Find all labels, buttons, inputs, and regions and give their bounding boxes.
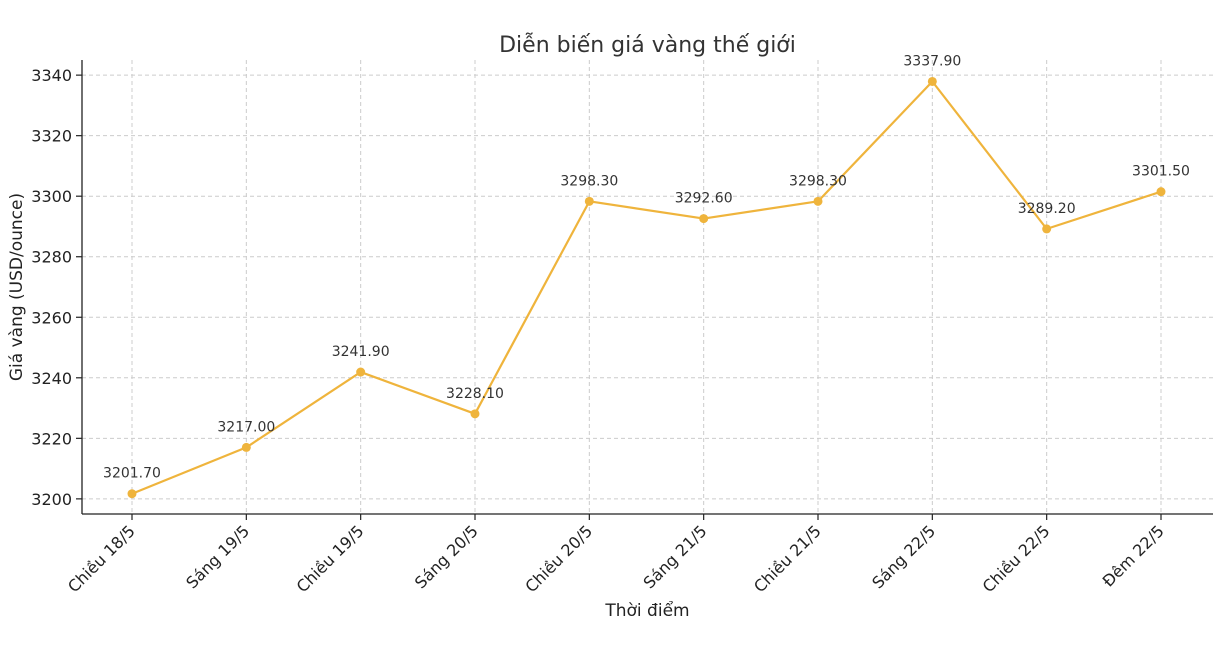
data-point bbox=[470, 409, 480, 419]
data-label: 3301.50 bbox=[1132, 164, 1190, 180]
series-line bbox=[131, 80, 1162, 495]
data-point bbox=[1042, 224, 1052, 234]
y-tick-label: 3300 bbox=[31, 187, 72, 206]
y-tick-label: 3200 bbox=[31, 490, 72, 509]
y-tick-label: 3240 bbox=[31, 369, 72, 388]
data-label: 3289.20 bbox=[1018, 201, 1076, 217]
data-label: 3228.10 bbox=[446, 386, 504, 402]
data-label: 3337.90 bbox=[903, 53, 961, 69]
x-tick-label: Chiều 22/5 bbox=[979, 521, 1054, 596]
x-tick-label: Sáng 21/5 bbox=[640, 521, 711, 592]
x-tick-label: Sáng 20/5 bbox=[411, 521, 482, 592]
data-point bbox=[1156, 187, 1166, 197]
series bbox=[127, 76, 1166, 499]
y-tick-label: 3280 bbox=[31, 248, 72, 267]
data-label: 3201.70 bbox=[103, 466, 161, 482]
data-point bbox=[356, 367, 366, 377]
data-labels: 3201.70 3217.00 3241.90 3228.10 3298.30 3292.… bbox=[103, 53, 1190, 481]
data-point bbox=[813, 196, 823, 206]
x-axis-title: Thời điểm bbox=[604, 600, 689, 621]
data-point bbox=[927, 76, 937, 86]
data-label: 3241.90 bbox=[332, 344, 390, 360]
y-tick-label: 3320 bbox=[31, 127, 72, 146]
x-tick-label: Sáng 19/5 bbox=[182, 521, 253, 592]
y-tick-label: 3260 bbox=[31, 308, 72, 327]
y-tick-label: 3340 bbox=[31, 66, 72, 85]
data-point bbox=[241, 442, 251, 452]
x-tick-label: Chiều 18/5 bbox=[64, 521, 139, 596]
grid bbox=[82, 60, 1213, 514]
x-tick-label: Chiều 21/5 bbox=[750, 521, 825, 596]
data-point bbox=[699, 214, 709, 224]
x-tick-label: Sáng 22/5 bbox=[868, 521, 939, 592]
data-label: 3298.30 bbox=[789, 173, 847, 189]
x-ticks: Chiều 18/5 Sáng 19/5 Chiều 19/5 Sáng 20/5 Ch… bbox=[64, 514, 1168, 596]
x-tick-label: Chiều 20/5 bbox=[521, 521, 596, 596]
y-axis-title: Giá vàng (USD/ounce) bbox=[7, 193, 27, 381]
axes bbox=[81, 60, 1213, 515]
data-point bbox=[127, 489, 137, 499]
x-tick-label: Đêm 22/5 bbox=[1099, 521, 1168, 590]
data-label: 3292.60 bbox=[675, 191, 733, 207]
y-ticks: 3200 3220 3240 3260 3280 3300 3320 3340 bbox=[31, 66, 82, 509]
y-tick-label: 3220 bbox=[31, 429, 72, 448]
x-tick-label: Chiều 19/5 bbox=[293, 521, 368, 596]
chart-title: Diễn biến giá vàng thế giới bbox=[499, 32, 796, 58]
data-label: 3217.00 bbox=[217, 419, 275, 435]
data-label: 3298.30 bbox=[560, 173, 618, 189]
data-point bbox=[584, 196, 594, 206]
